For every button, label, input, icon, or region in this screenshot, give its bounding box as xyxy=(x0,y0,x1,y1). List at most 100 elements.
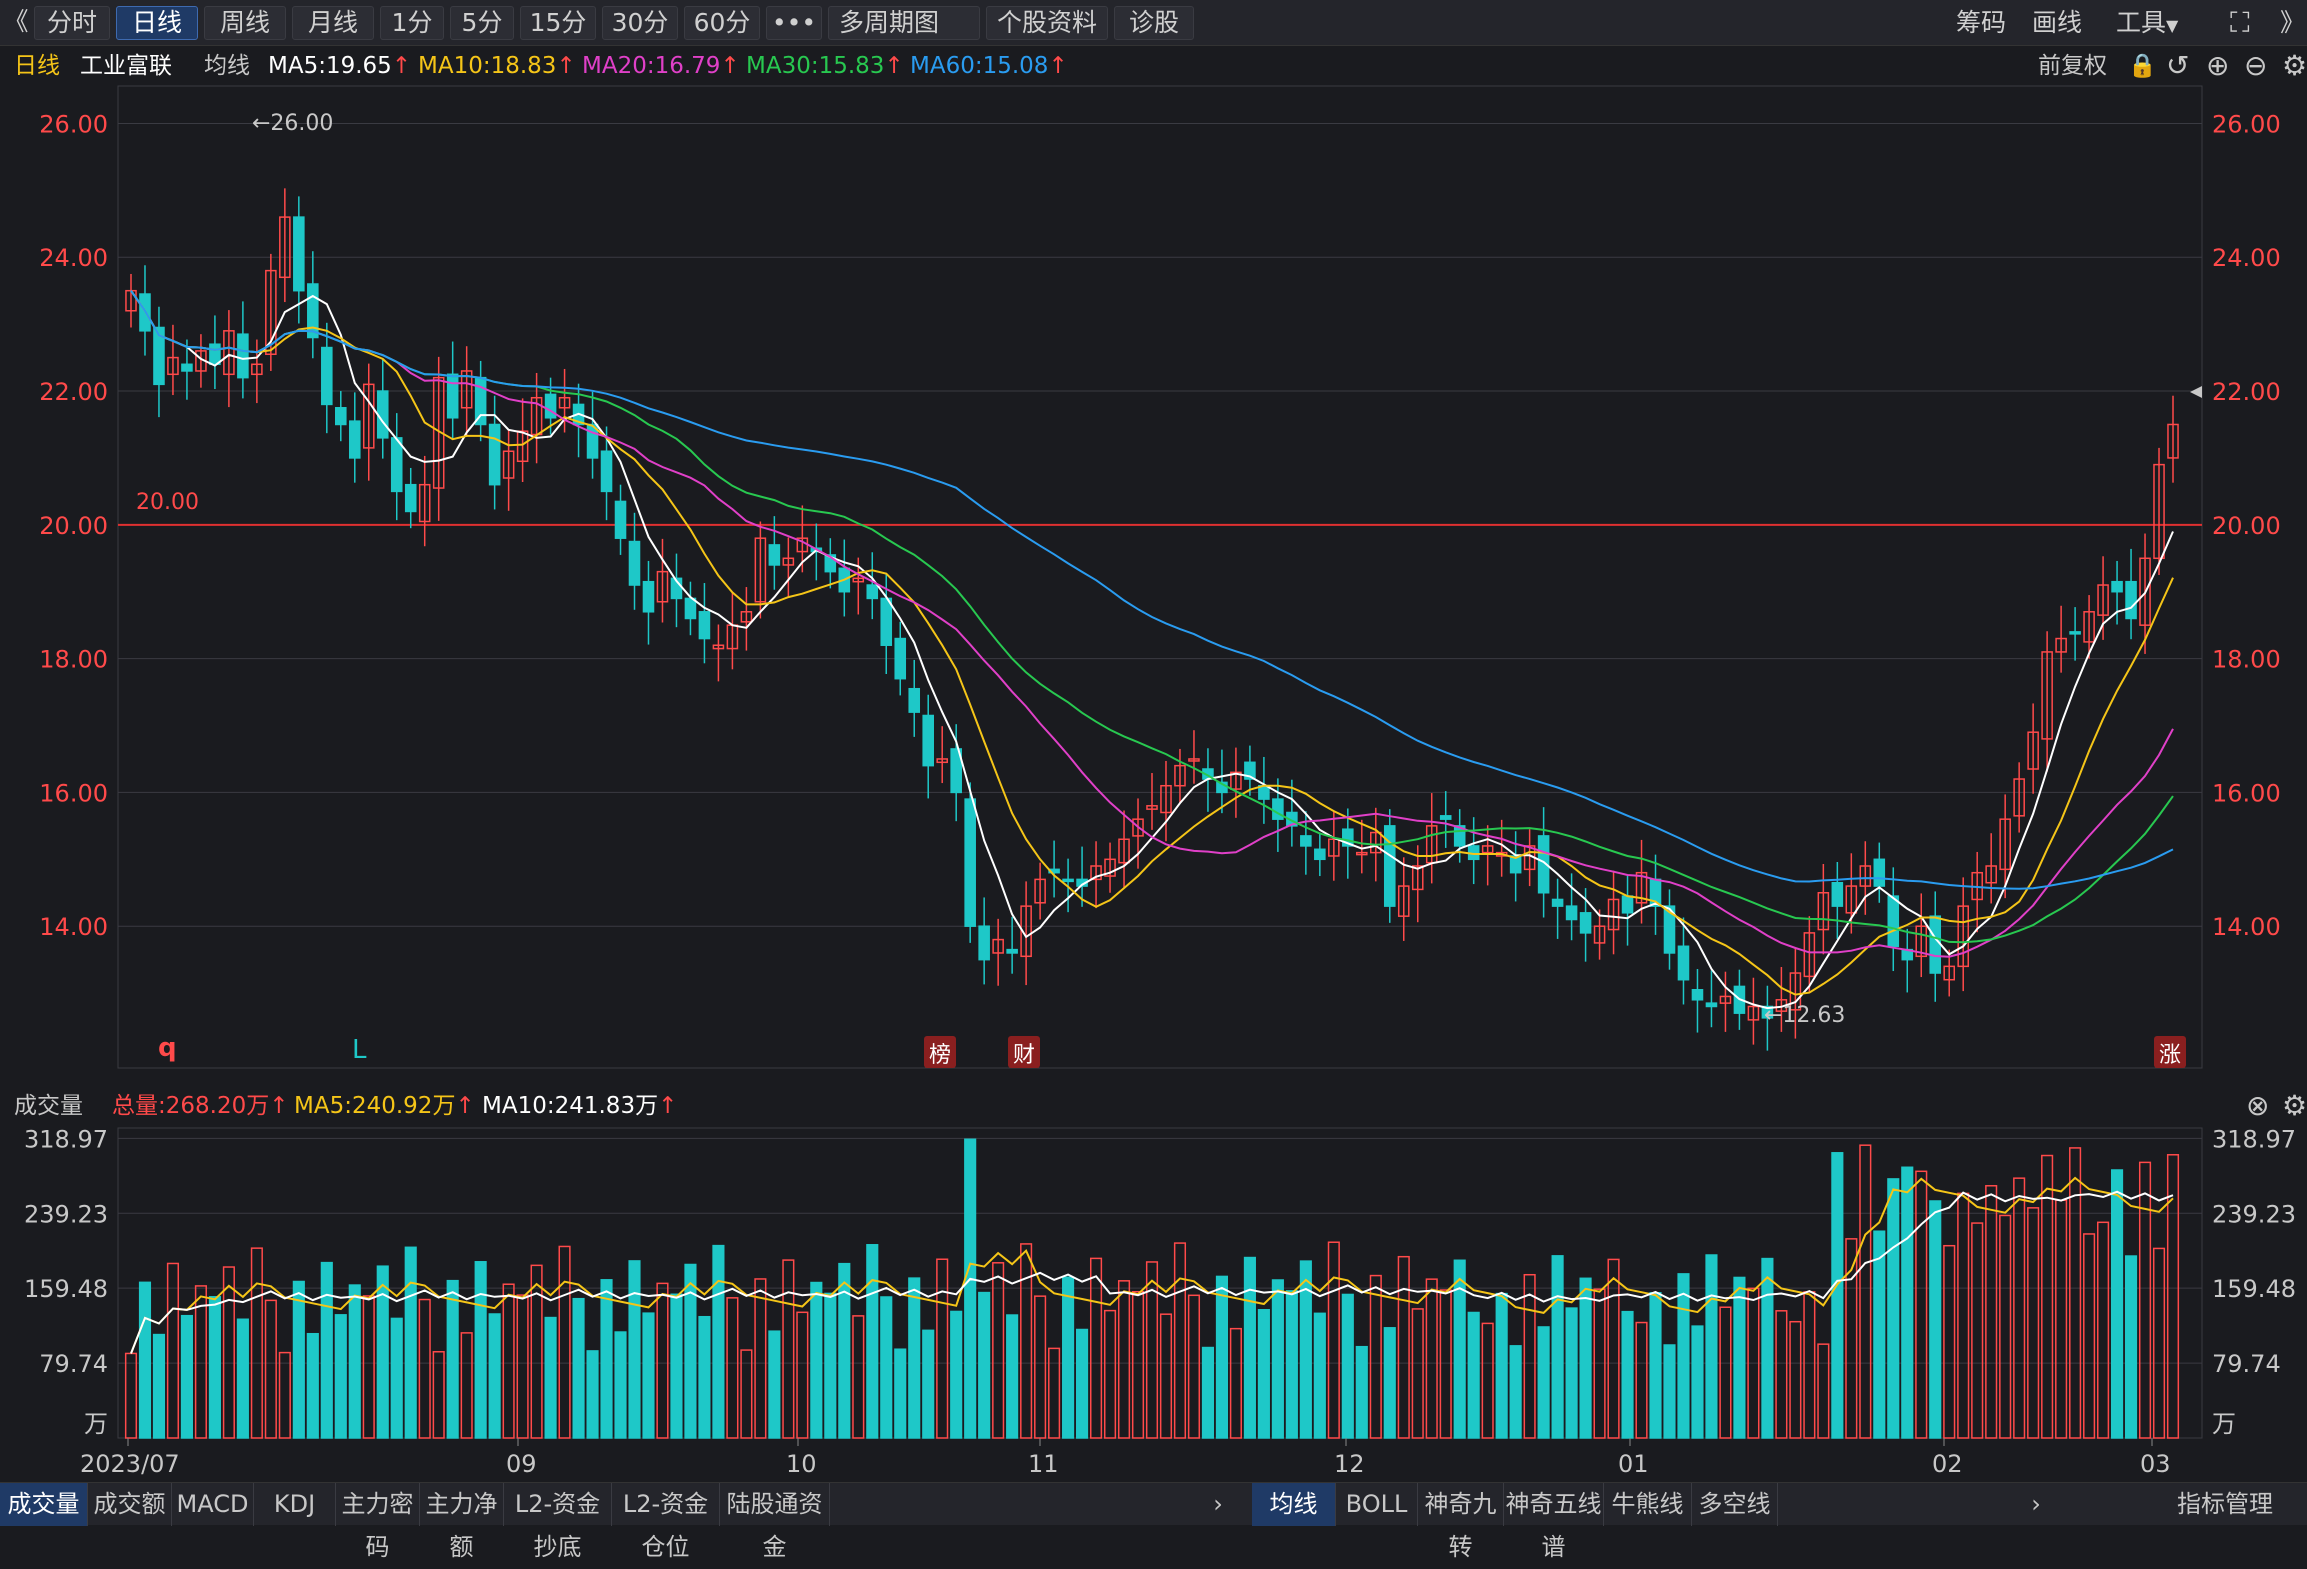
candle-body xyxy=(628,540,641,586)
volume-bar xyxy=(1719,1306,1732,1439)
collapse-panel-button[interactable]: 》 xyxy=(2280,8,2306,37)
period-tab-6[interactable]: 15分 xyxy=(520,6,596,40)
volume-bar xyxy=(1243,1256,1256,1439)
volume-settings-gear-icon[interactable]: ⚙ xyxy=(2282,1089,2307,1122)
period-tab-10[interactable]: 多周期图 xyxy=(828,6,980,40)
indicator-manage-button[interactable]: 指标管理 xyxy=(2177,1490,2273,1518)
zoom-out-icon[interactable]: ⊖ xyxy=(2244,49,2268,82)
indicator-tab-8[interactable]: 陆股通资金 xyxy=(720,1483,830,1561)
undo-icon[interactable]: ↺ xyxy=(2166,49,2190,82)
overlay-tab-2[interactable]: 神奇九转 xyxy=(1418,1483,1504,1561)
period-tab-11[interactable]: 个股资料 xyxy=(986,6,1108,40)
candle-body xyxy=(740,611,753,623)
volume-bar xyxy=(810,1281,823,1439)
overlay-tab-3[interactable]: 神奇五线谱 xyxy=(1504,1483,1604,1561)
period-label: 日线 xyxy=(14,53,60,79)
period-tab-1[interactable]: 日线 xyxy=(116,6,198,40)
ma-label[interactable]: 均线 xyxy=(204,53,250,79)
volume-legend: 成交量 总量:268.20万↑ MA5:240.92万↑ MA10:241.83… xyxy=(0,1088,2307,1124)
chevron-right-icon-2[interactable]: › xyxy=(2031,1490,2041,1518)
volume-bar xyxy=(1999,1214,2012,1439)
volume-bar xyxy=(502,1283,515,1439)
fullscreen-icon[interactable]: ⛶ xyxy=(2230,6,2250,39)
period-tab-7[interactable]: 30分 xyxy=(602,6,678,40)
price-tick-right-0: 26.00 xyxy=(2212,110,2281,138)
candle-body xyxy=(1957,905,1969,968)
candle-body xyxy=(656,570,669,603)
volume-bar xyxy=(264,1299,277,1439)
volume-bar xyxy=(1062,1276,1075,1439)
back-button[interactable]: 《 xyxy=(3,7,29,36)
candle-body xyxy=(1831,881,1844,907)
candle-body xyxy=(335,407,347,426)
candle-body xyxy=(964,798,976,927)
indicator-tab-3[interactable]: KDJ xyxy=(254,1483,336,1526)
volume-bar xyxy=(2110,1169,2124,1439)
candle-body xyxy=(712,644,725,650)
candle-body xyxy=(1887,895,1900,948)
candle-body xyxy=(1369,831,1382,854)
volume-bar xyxy=(1663,1344,1676,1439)
tools-label: 工具 xyxy=(2116,8,2167,37)
period-tab-2[interactable]: 周线 xyxy=(204,6,286,40)
low-annotation: ←12.63 xyxy=(1764,1003,1845,1028)
indicator-tab-7[interactable]: L2-资金仓位 xyxy=(612,1483,720,1561)
indicator-tab-5[interactable]: 主力净额 xyxy=(420,1483,504,1561)
indicator-tab-6[interactable]: L2-资金抄底 xyxy=(504,1483,612,1561)
volume-bar xyxy=(446,1279,459,1439)
volume-bar xyxy=(1467,1311,1480,1439)
indicator-tabs: 成交量 成交额 MACD KDJ 主力密码 主力净额 L2-资金抄底 L2-资金仓位 陆股通资金… xyxy=(0,1482,2307,1561)
candle-body xyxy=(1621,895,1634,914)
period-tab-0[interactable]: 分时 xyxy=(34,6,110,40)
chips-button[interactable]: 筹码 xyxy=(1956,8,2007,37)
candle-body xyxy=(2041,651,2053,740)
candle-body xyxy=(600,450,613,493)
close-indicator-icon[interactable]: ⊗ xyxy=(2246,1089,2270,1122)
period-tab-5[interactable]: 5分 xyxy=(450,6,514,40)
mark-finance-bg xyxy=(1008,1036,1040,1068)
period-tab-9[interactable]: ••• xyxy=(766,6,822,40)
overlay-tab-4[interactable]: 牛熊线 xyxy=(1604,1483,1692,1526)
period-tab-4[interactable]: 1分 xyxy=(380,6,444,40)
candle-body xyxy=(586,423,599,459)
mark-rise: 涨 xyxy=(2159,1043,2181,1068)
overlay-tab-0[interactable]: 均线 xyxy=(1252,1483,1336,1526)
candle-body xyxy=(1034,878,1046,904)
volume-tick-right-0: 318.97 xyxy=(2212,1125,2296,1153)
tools-menu-button[interactable]: 工具▼ xyxy=(2116,6,2178,40)
candle-body xyxy=(376,390,389,439)
candle-body xyxy=(1593,925,1606,944)
volume-bar xyxy=(656,1282,669,1439)
candle-body xyxy=(530,396,543,436)
overlay-tab-5[interactable]: 多空线 xyxy=(1692,1483,1778,1526)
candle-body xyxy=(195,350,207,372)
volume-bar xyxy=(782,1259,795,1439)
price-tick-left-5: 16.00 xyxy=(39,779,108,807)
candle-body xyxy=(1300,835,1312,847)
candle-body xyxy=(1286,811,1298,827)
period-tab-3[interactable]: 月线 xyxy=(292,6,374,40)
indicator-tab-2[interactable]: MACD xyxy=(172,1483,254,1526)
volume-tick-right-3: 79.74 xyxy=(2212,1350,2281,1378)
candle-body xyxy=(1985,865,1997,884)
kline-chart[interactable]: 26.00 26.00 24.00 24.00 22.00 22.00 20.00 20.00… xyxy=(0,0,2307,1525)
volume-bar xyxy=(1957,1192,1970,1439)
zoom-in-icon[interactable]: ⊕ xyxy=(2206,49,2230,82)
volume-bar xyxy=(1607,1258,1620,1439)
indicator-tab-0[interactable]: 成交量 xyxy=(0,1483,88,1526)
overlay-tab-1[interactable]: BOLL xyxy=(1336,1483,1418,1526)
candle-body xyxy=(1202,768,1214,780)
indicator-tab-4[interactable]: 主力密码 xyxy=(336,1483,420,1561)
draw-line-button[interactable]: 画线 xyxy=(2032,8,2083,37)
period-tab-12[interactable]: 诊股 xyxy=(1114,6,1194,40)
chevron-right-icon[interactable]: › xyxy=(1213,1490,1223,1518)
lock-icon[interactable]: 🔒 xyxy=(2128,53,2157,79)
period-tab-8[interactable]: 60分 xyxy=(684,6,760,40)
candle-body xyxy=(1579,912,1592,934)
candle-body xyxy=(418,483,431,523)
volume-unit-left: 万 xyxy=(84,1410,108,1438)
indicator-tab-1[interactable]: 成交额 xyxy=(88,1483,172,1526)
settings-gear-icon[interactable]: ⚙ xyxy=(2282,49,2307,82)
volume-bar xyxy=(1747,1287,1760,1439)
adjust-mode[interactable]: 前复权 xyxy=(2038,53,2107,79)
